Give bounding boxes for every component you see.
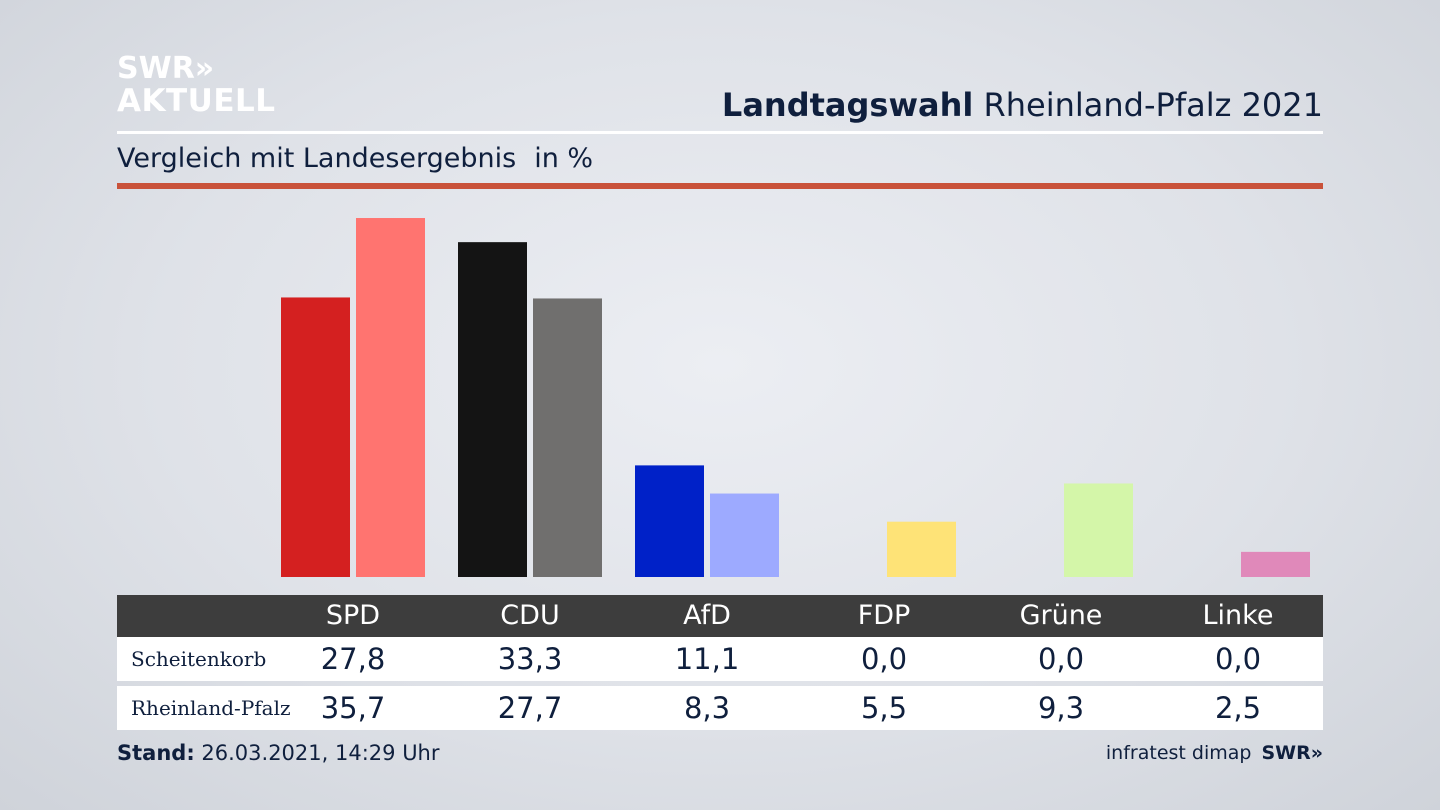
title-bold: Landtagswahl (721, 86, 974, 124)
bar-fdp-state (887, 521, 956, 577)
value-cell-grne: 9,3 (1037, 691, 1085, 725)
title-divider (117, 131, 1323, 134)
logo-line-2: AKTUELL (117, 83, 276, 119)
party-header-afd: AfD (683, 600, 731, 631)
value-cell-linke: 0,0 (1214, 642, 1262, 676)
party-header-linke: Linke (1202, 600, 1274, 631)
subtitle-unit: in % (534, 143, 594, 174)
party-header-fdp: FDP (857, 600, 911, 631)
bar-chart (281, 218, 1310, 577)
bar-cdu-state (533, 298, 602, 577)
stand-value: 26.03.2021, 14:29 Uhr (201, 741, 440, 765)
party-header-cdu: CDU (500, 600, 560, 631)
bar-cdu-local (458, 242, 527, 577)
bar-linke-state (1241, 551, 1310, 577)
value-cell-cdu: 27,7 (497, 691, 563, 725)
party-header-grne: Grüne (1019, 600, 1103, 631)
bar-afd-local (635, 465, 704, 577)
value-cell-afd: 8,3 (683, 691, 731, 725)
source-credit: infratest dimap SWR» (1106, 742, 1323, 764)
row-label: Rheinland-Pfalz (131, 696, 291, 720)
value-cell-grne: 0,0 (1037, 642, 1085, 676)
value-cell-afd: 11,1 (674, 642, 740, 676)
bar-afd-state (710, 493, 779, 577)
party-header-spd: SPD (325, 600, 381, 631)
table-header-row: SPD CDU AfD FDP Grüne Linke (117, 595, 1323, 637)
source-text: infratest dimap (1105, 742, 1252, 764)
swr-brand-logo: SWR» (1261, 742, 1323, 764)
value-cell-spd: 35,7 (320, 691, 386, 725)
value-cell-fdp: 0,0 (860, 642, 908, 676)
timestamp: Stand: 26.03.2021, 14:29 Uhr (117, 741, 440, 765)
title-rest: Rheinland-Pfalz 2021 (983, 86, 1323, 124)
bar-spd-local (281, 297, 350, 577)
value-cell-cdu: 33,3 (497, 642, 563, 676)
swr-aktuell-logo: SWR» AKTUELL (117, 54, 276, 117)
value-cell-linke: 2,5 (1214, 691, 1262, 725)
row-label: Scheitenkorb (131, 647, 267, 671)
table-row: Rheinland-Pfalz 35,7 27,7 8,3 5,5 9,3 2,5 (117, 686, 1323, 730)
logo-line-1: SWR» (117, 51, 215, 86)
stand-label: Stand: (117, 741, 195, 765)
page-title: Landtagswahl Rheinland-Pfalz 2021 (722, 86, 1323, 124)
subtitle-divider (117, 183, 1323, 189)
subtitle-text: Vergleich mit Landesergebnis (117, 143, 517, 174)
results-table: SPD CDU AfD FDP Grüne Linke Scheitenkorb 27,8… (117, 595, 1323, 730)
chart-subtitle: Vergleich mit Landesergebnis in % (117, 143, 593, 174)
value-cell-spd: 27,8 (320, 642, 386, 676)
bar-grne-state (1064, 483, 1133, 577)
table-row: Scheitenkorb 27,8 33,3 11,1 0,0 0,0 0,0 (117, 637, 1323, 681)
value-cell-fdp: 5,5 (860, 691, 908, 725)
bar-spd-state (356, 218, 425, 577)
